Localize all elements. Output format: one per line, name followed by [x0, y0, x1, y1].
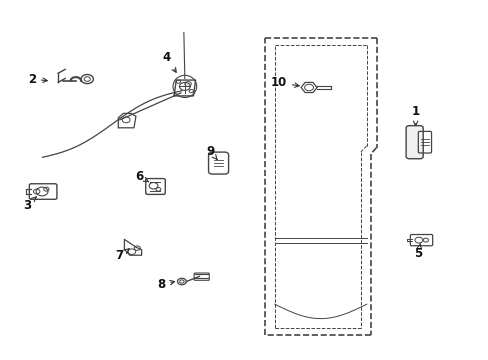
FancyBboxPatch shape [405, 126, 423, 159]
Text: 8: 8 [157, 278, 174, 291]
Text: 2: 2 [28, 73, 47, 86]
Text: 3: 3 [23, 197, 36, 212]
Text: 9: 9 [206, 145, 217, 160]
Text: 6: 6 [135, 170, 148, 183]
Text: 5: 5 [413, 244, 421, 260]
Text: 4: 4 [162, 51, 176, 72]
Text: 7: 7 [116, 249, 129, 262]
Text: 1: 1 [411, 105, 419, 126]
Text: 10: 10 [270, 76, 299, 89]
